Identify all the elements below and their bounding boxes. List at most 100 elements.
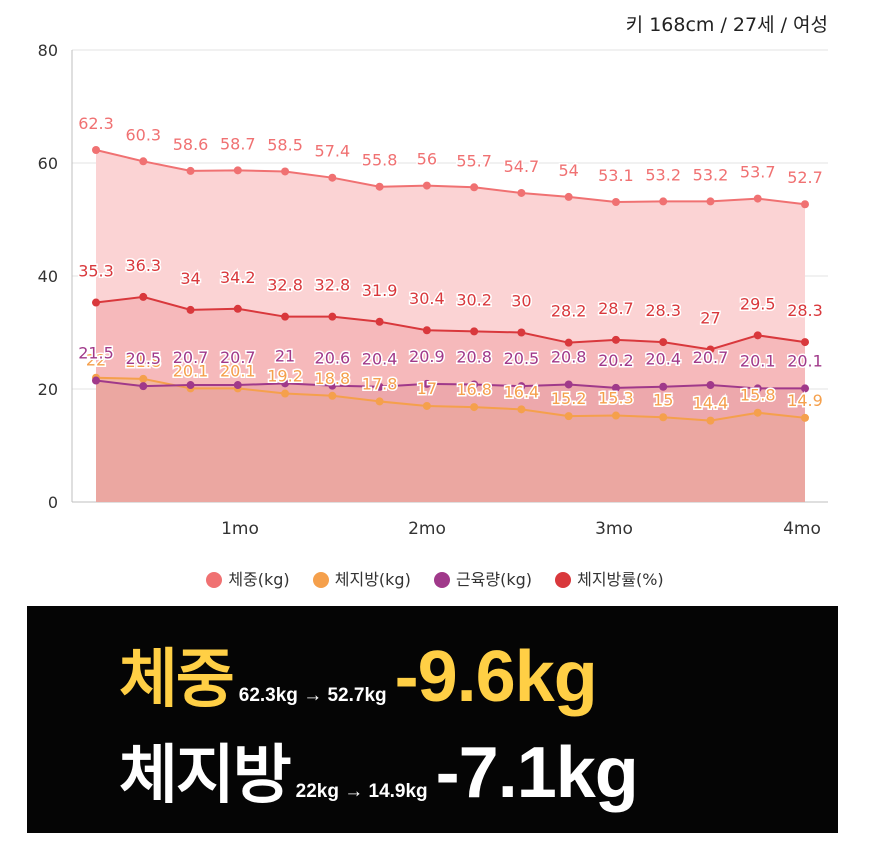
weight-summary-label: 체중 xyxy=(119,643,235,717)
legend-item-body-fat[interactable]: 체지방(kg) xyxy=(312,566,411,590)
legend-item-weight[interactable]: 체중(kg) xyxy=(206,566,290,590)
fat-summary-row: 체지방 22kg → 14.9kg -7.1kg xyxy=(119,724,639,816)
data-point xyxy=(92,376,100,385)
data-point xyxy=(470,327,479,336)
data-point xyxy=(801,413,809,422)
data-label: 20.8 xyxy=(456,347,492,366)
data-label: 21.8 xyxy=(125,352,161,371)
legend-dot-body-fat xyxy=(312,572,329,588)
data-point xyxy=(611,411,620,420)
y-tick-label: 80 xyxy=(38,41,58,60)
data-label: 60.3 xyxy=(125,125,161,144)
data-label: 54.7 xyxy=(504,157,540,176)
data-label: 21 xyxy=(275,346,295,365)
data-point xyxy=(611,335,620,344)
data-point xyxy=(139,382,148,391)
data-label: 15.3 xyxy=(598,389,634,408)
legend-label-muscle: 근육량(kg) xyxy=(455,570,533,589)
data-label: 28.3 xyxy=(787,301,823,320)
data-label: 52.7 xyxy=(787,168,823,187)
data-point xyxy=(422,401,431,410)
legend-label-weight: 체중(kg) xyxy=(228,570,290,589)
data-label: 16.4 xyxy=(504,382,540,401)
data-label: 55.8 xyxy=(362,151,398,170)
chart-subtitle: 키 168cm / 27세 / 여성 xyxy=(625,14,828,36)
data-point xyxy=(706,416,715,425)
data-point xyxy=(801,200,809,209)
data-point xyxy=(186,381,195,390)
data-point xyxy=(92,146,100,155)
data-point xyxy=(564,338,573,347)
data-label: 20.1 xyxy=(787,351,823,370)
summary-panel: 체중 62.3kg → 52.7kg -9.6kg 체지방 22kg → 14.9kg… xyxy=(27,606,838,833)
data-point xyxy=(375,317,384,326)
legend-dot-muscle xyxy=(433,572,450,588)
data-point xyxy=(517,382,526,391)
data-label: 27 xyxy=(700,308,720,327)
data-point xyxy=(186,305,195,314)
data-label: 30.2 xyxy=(456,290,492,309)
data-point xyxy=(706,381,715,390)
data-label: 19.2 xyxy=(267,367,303,386)
legend-item-body-fat-rate[interactable]: 체지방률(%) xyxy=(555,566,664,590)
data-label: 30.4 xyxy=(409,289,445,308)
data-point xyxy=(233,304,242,313)
data-point xyxy=(706,197,715,206)
y-tick-label: 0 xyxy=(48,493,58,512)
data-label: 55.7 xyxy=(456,151,492,170)
data-point xyxy=(92,298,100,307)
data-label: 20.7 xyxy=(173,348,209,367)
data-point xyxy=(233,166,242,175)
data-label: 20.1 xyxy=(740,351,776,370)
fat-summary-diff: -7.1kg xyxy=(435,733,639,813)
legend-dot-body-fat-rate xyxy=(555,572,572,588)
series-line-3 xyxy=(95,295,806,351)
data-point xyxy=(659,413,668,422)
data-label: 32.8 xyxy=(267,276,303,295)
data-point xyxy=(564,192,573,201)
data-point xyxy=(328,391,337,400)
data-label: 20.5 xyxy=(504,349,540,368)
data-point xyxy=(611,383,620,392)
data-point xyxy=(139,292,148,301)
data-point xyxy=(517,328,526,337)
data-point xyxy=(375,397,384,406)
data-point xyxy=(470,380,479,389)
data-label: 53.1 xyxy=(598,166,634,185)
data-label: 31.9 xyxy=(362,281,398,300)
data-point xyxy=(706,345,715,354)
data-point xyxy=(753,408,762,417)
x-tick-label: 2mo xyxy=(408,519,446,539)
data-label: 16.8 xyxy=(456,380,492,399)
data-point xyxy=(328,312,337,321)
data-label: 20.5 xyxy=(125,349,161,368)
y-tick-label: 40 xyxy=(38,267,58,286)
data-label: 20.8 xyxy=(551,347,587,366)
data-label: 15.2 xyxy=(551,389,587,408)
data-point xyxy=(186,166,195,175)
data-point xyxy=(470,183,479,192)
y-tick-label: 60 xyxy=(38,154,58,173)
data-label: 29.5 xyxy=(740,294,776,313)
data-point xyxy=(564,412,573,421)
data-point xyxy=(801,384,809,393)
weight-summary-change: 62.3kg → 52.7kg xyxy=(238,685,387,706)
chart: 0 20 40 60 80 1mo 2mo 3mo 4mo 62.3 60.3 58.6 58.7 58.… xyxy=(38,41,828,539)
data-point xyxy=(422,181,431,190)
data-label: 20.4 xyxy=(362,350,398,369)
data-point xyxy=(281,312,290,321)
data-label: 15.8 xyxy=(740,386,776,405)
fat-summary-change: 22kg → 14.9kg xyxy=(295,781,428,802)
data-point xyxy=(753,194,762,203)
legend-dot-weight xyxy=(206,572,223,588)
data-point xyxy=(611,197,620,206)
fat-summary-label: 체지방 xyxy=(119,739,292,813)
data-label: 53.2 xyxy=(693,165,729,184)
data-point xyxy=(659,338,668,347)
data-label: 28.7 xyxy=(598,299,634,318)
data-label: 17.8 xyxy=(362,374,398,393)
x-tick-label: 4mo xyxy=(783,519,821,539)
data-point xyxy=(328,173,337,182)
legend-item-muscle[interactable]: 근육량(kg) xyxy=(433,566,533,590)
data-label: 20.1 xyxy=(220,361,256,380)
